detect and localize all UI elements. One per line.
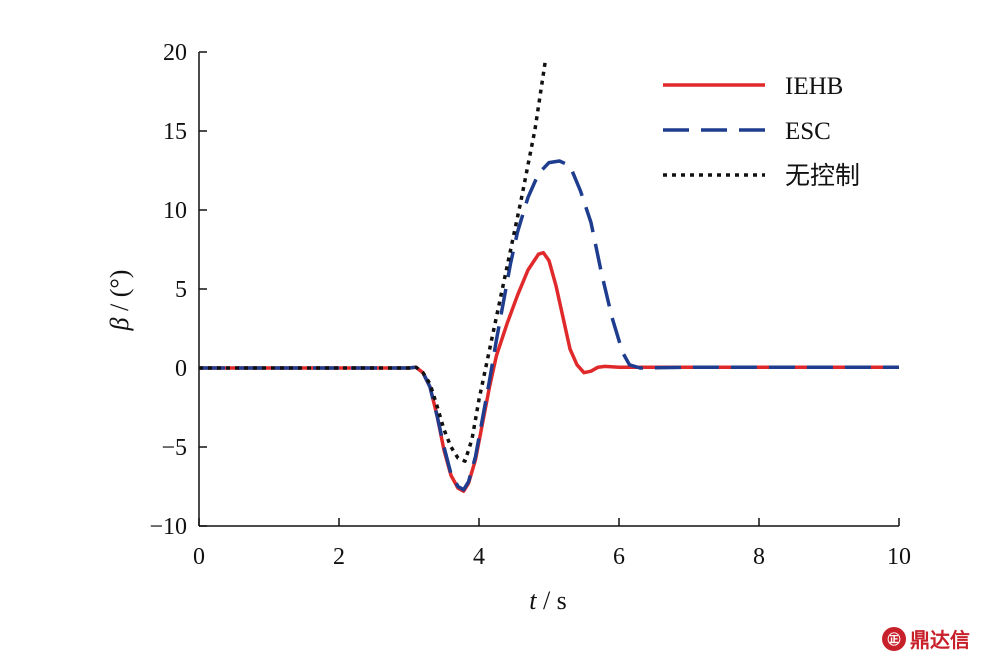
watermark-text: 鼎达信 <box>910 628 970 652</box>
y-tick-label: 20 <box>163 40 187 66</box>
watermark-logo-icon: ㊣ <box>882 626 906 651</box>
y-tick-label: 10 <box>163 198 187 224</box>
legend-label-2: ESC <box>785 118 831 145</box>
x-tick-label: 2 <box>333 544 345 570</box>
y-axis-label: β / (°) <box>105 270 134 332</box>
y-tick-label: 15 <box>163 119 187 145</box>
x-tick-label: 6 <box>613 544 625 570</box>
x-tick-label: 8 <box>753 544 765 570</box>
y-axis-unit: / (°) <box>105 270 134 318</box>
x-axis-variable: t <box>529 586 537 615</box>
y-tick-label: 5 <box>175 277 187 303</box>
y-axis-variable: β <box>105 317 134 331</box>
legend: IEHB ESC 无控制 <box>663 73 860 190</box>
x-axis-label: t / s <box>529 586 567 615</box>
legend-label-3: 无控制 <box>785 162 860 190</box>
x-tick-label: 4 <box>473 544 485 570</box>
y-tick-label: 0 <box>175 356 187 382</box>
y-tick-label: −5 <box>161 435 187 461</box>
x-tick-label: 10 <box>887 544 911 570</box>
x-axis-unit: / s <box>536 586 566 615</box>
y-tick-label: −10 <box>149 514 187 540</box>
series-line-2 <box>199 159 899 492</box>
legend-label-1: IEHB <box>785 73 843 100</box>
series-line-1 <box>199 250 899 493</box>
series-line-3 <box>199 59 548 463</box>
x-tick-label: 0 <box>193 544 205 570</box>
axes <box>198 51 900 527</box>
watermark: ㊣ 鼎达信 <box>882 624 970 653</box>
series-group <box>199 59 899 493</box>
tick-labels: 0 2 4 6 8 10 −10 −5 0 5 10 15 20 <box>149 40 911 570</box>
